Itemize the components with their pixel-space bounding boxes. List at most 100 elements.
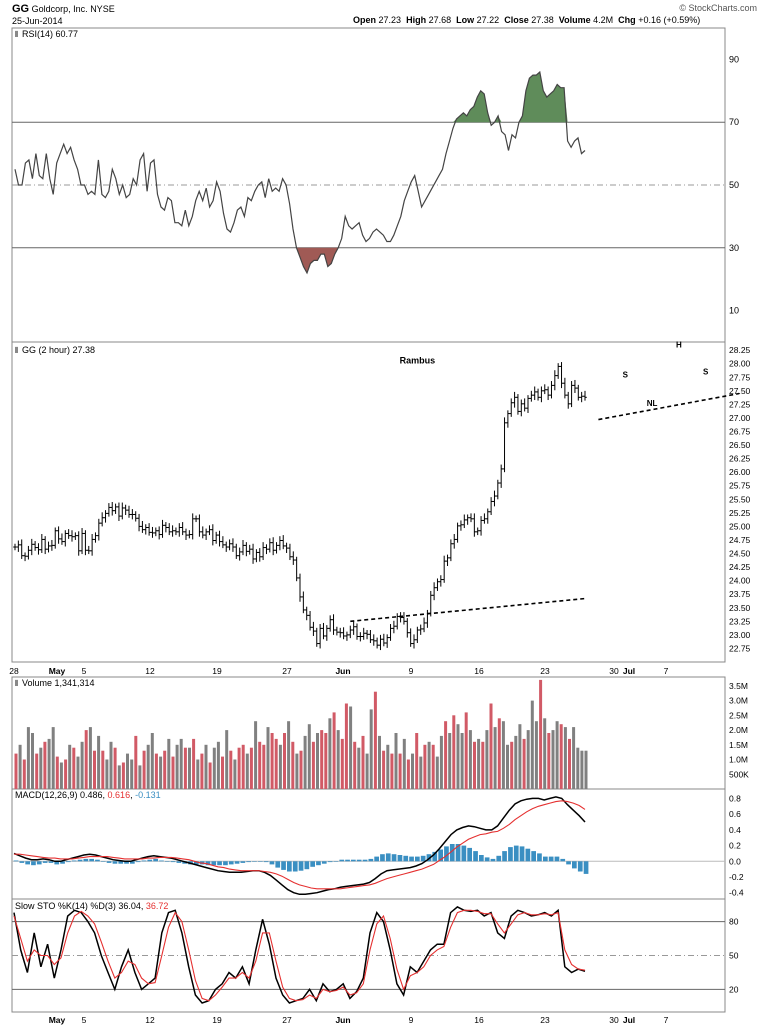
price-bar xyxy=(375,637,379,649)
price-tick-label: 27.50 xyxy=(729,386,751,396)
macd-histogram-bar xyxy=(461,845,467,862)
macd-histogram-bar xyxy=(223,861,228,866)
price-tick-label: 24.00 xyxy=(729,576,751,586)
volume-bar xyxy=(134,735,138,789)
price-tick-label: 25.50 xyxy=(729,494,751,504)
price-bar xyxy=(388,624,393,641)
volume-bar xyxy=(208,762,212,789)
price-bar xyxy=(93,532,98,543)
price-bar xyxy=(53,527,58,549)
price-bar xyxy=(130,509,135,520)
bottom-x-tick-label: Jul xyxy=(623,1015,635,1025)
macd-title: MACD(12,26,9) 0.486, 0.616, -0.131 xyxy=(15,790,161,800)
volume-bar xyxy=(192,738,196,789)
price-bar xyxy=(465,514,470,525)
price-annotation: H xyxy=(676,340,682,349)
price-bar xyxy=(154,527,158,537)
watermark: © StockCharts.com xyxy=(679,3,757,13)
price-bar xyxy=(257,548,262,562)
price-bar xyxy=(496,479,500,500)
volume-bar xyxy=(365,753,369,789)
rsi-panel-icon: ⫴ xyxy=(15,30,18,39)
price-title: GG (2 hour) 27.38 xyxy=(22,345,95,355)
bottom-x-tick-label: 16 xyxy=(474,1015,484,1025)
price-bar xyxy=(328,615,332,632)
volume-bar xyxy=(452,715,456,789)
macd-histogram-bar xyxy=(572,861,577,869)
macd-histogram-bar xyxy=(205,861,211,866)
volume-bar xyxy=(406,759,410,789)
price-bar xyxy=(549,381,554,399)
price-tick-label: 23.00 xyxy=(729,630,751,640)
volume-bar xyxy=(105,759,109,789)
macd-histogram-bar xyxy=(444,846,449,862)
close-label: Close xyxy=(504,15,529,25)
volume-bar xyxy=(349,706,353,789)
macd-tick-label: -0.4 xyxy=(729,888,744,898)
price-bar xyxy=(127,505,131,518)
volume-bar xyxy=(559,724,563,789)
price-bar xyxy=(264,544,269,555)
volume-bar xyxy=(369,709,373,789)
volume-bar xyxy=(514,735,518,789)
macd-histogram-bar xyxy=(479,855,484,862)
price-bar xyxy=(281,535,286,550)
volume-bar xyxy=(31,733,34,789)
price-bar xyxy=(459,520,463,531)
volume-tick-label: 2.5M xyxy=(729,710,748,720)
neckline xyxy=(350,597,586,623)
price-bar xyxy=(291,551,296,565)
price-bar xyxy=(120,502,125,520)
price-bar xyxy=(512,391,517,408)
price-bar xyxy=(536,388,540,401)
macd-histogram-bar xyxy=(403,855,409,862)
price-bar xyxy=(382,633,386,647)
price-annotation: S xyxy=(623,370,629,379)
volume-bar xyxy=(340,738,344,789)
price-bar xyxy=(301,591,306,614)
price-bar xyxy=(402,612,406,625)
macd-tick-label: 0.4 xyxy=(729,825,741,835)
volume-bar xyxy=(411,753,414,789)
price-bar xyxy=(117,502,121,521)
volume-bar xyxy=(278,744,282,789)
volume-bar xyxy=(93,750,96,789)
price-bar xyxy=(103,510,108,523)
macd-histogram-bar xyxy=(345,859,350,862)
company-name: Goldcorp, Inc. xyxy=(31,4,88,14)
volume-bar xyxy=(320,730,324,789)
macd-histogram-bar xyxy=(310,861,315,867)
volume-bar xyxy=(423,744,427,789)
price-bar xyxy=(73,532,78,540)
volume-bar xyxy=(229,750,233,789)
price-bar xyxy=(29,538,34,556)
rsi-tick-label: 50 xyxy=(729,180,739,190)
volume-bar xyxy=(274,738,278,789)
price-annotation: NL xyxy=(647,399,658,408)
price-x-tick-label: 19 xyxy=(212,666,222,676)
volume-bar xyxy=(431,744,435,789)
rsi-tick-label: 30 xyxy=(729,243,739,253)
price-x-tick-label: 16 xyxy=(474,666,484,676)
macd-histogram-bar xyxy=(170,861,176,863)
volume-bar xyxy=(481,741,485,789)
volume-bar xyxy=(394,733,398,789)
volume-bar xyxy=(196,759,200,789)
price-bar xyxy=(164,522,168,533)
macd-histogram-bar xyxy=(48,861,54,863)
price-bar xyxy=(204,528,208,540)
price-bar xyxy=(60,533,64,545)
macd-histogram-bar xyxy=(31,861,36,866)
volume-bar xyxy=(576,747,580,789)
price-bar xyxy=(472,513,477,537)
macd-histogram-bar xyxy=(467,847,472,862)
price-bar xyxy=(449,539,453,562)
volume-bar xyxy=(55,756,59,789)
price-tick-label: 24.75 xyxy=(729,535,751,545)
macd-histogram-bar xyxy=(13,860,19,862)
price-bar xyxy=(200,526,205,539)
price-tick-label: 26.00 xyxy=(729,467,751,477)
bottom-x-tick-label: Jun xyxy=(335,1015,350,1025)
price-bar xyxy=(36,543,41,555)
macd-histogram-bar xyxy=(135,861,141,863)
